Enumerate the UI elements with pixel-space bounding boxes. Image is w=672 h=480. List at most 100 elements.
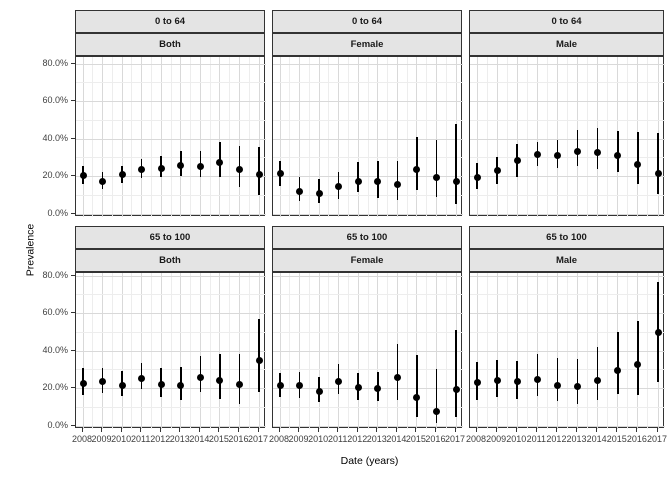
gridline-y-major — [470, 388, 665, 389]
facet-strip-sex: Female — [272, 249, 462, 272]
x-tick-label: 2014 — [586, 434, 607, 444]
gridline-y-minor — [76, 82, 266, 84]
gridline-x-minor — [308, 57, 310, 217]
x-tick-label: 2014 — [386, 434, 407, 444]
gridline-y-major — [273, 350, 463, 352]
x-axis-title: Date (years) — [340, 455, 399, 467]
gridline-x-minor — [367, 57, 369, 217]
x-tick-mark — [179, 428, 181, 432]
facet-strip-sex: Female — [272, 33, 462, 56]
x-tick-label: 2012 — [546, 434, 567, 444]
x-tick-mark — [616, 428, 618, 432]
gridline-x-minor — [111, 57, 113, 217]
facet-panel — [469, 272, 665, 429]
gridline-y-major — [470, 63, 665, 65]
data-point — [216, 158, 224, 166]
gridline-y-major — [76, 425, 266, 427]
y-tick-mark — [71, 62, 75, 64]
data-point — [138, 165, 146, 173]
gridline-x-minor — [647, 57, 649, 217]
data-point — [354, 177, 362, 185]
gridline-y-minor — [273, 82, 463, 84]
gridline-y-minor — [273, 194, 463, 196]
data-point — [335, 183, 343, 191]
gridline-y-minor — [470, 369, 665, 371]
x-tick-label: 2008 — [268, 434, 290, 444]
facet-strip-age: 0 to 64 — [469, 10, 664, 33]
x-tick-mark — [434, 428, 436, 432]
gridline-y-minor — [470, 294, 665, 296]
data-point — [196, 162, 204, 170]
gridline-x-major — [180, 57, 182, 217]
x-tick-mark — [376, 428, 378, 432]
gridline-y-major — [470, 101, 665, 102]
gridline-x-major — [476, 57, 478, 217]
x-tick-mark — [454, 428, 456, 432]
facet-panel — [469, 56, 665, 217]
gridline-y-minor — [470, 119, 665, 121]
gridline-x-major — [279, 57, 281, 217]
y-tick-mark — [71, 137, 75, 139]
gridline-y-major — [470, 213, 665, 215]
y-tick-mark — [71, 424, 75, 426]
gridline-x-major — [299, 57, 301, 217]
data-point — [177, 382, 185, 390]
gridline-x-major — [435, 57, 437, 217]
x-tick-mark — [555, 428, 557, 432]
confidence-interval-bar — [435, 139, 438, 198]
gridline-x-minor — [209, 57, 211, 217]
confidence-interval-bar — [416, 137, 418, 190]
data-point — [634, 360, 642, 368]
gridline-x-major — [496, 57, 498, 217]
gridline-y-major — [76, 388, 266, 389]
data-point — [614, 152, 622, 160]
gridline-y-major — [273, 101, 463, 102]
data-point — [216, 376, 224, 384]
x-tick-mark — [475, 428, 477, 432]
data-point — [393, 373, 401, 381]
confidence-interval-bar — [596, 347, 599, 400]
confidence-interval-bar — [455, 330, 457, 417]
confidence-interval-bar — [357, 162, 359, 193]
x-tick-label: 2010 — [111, 434, 132, 444]
x-tick-label: 2009 — [288, 434, 309, 444]
data-point — [452, 385, 460, 393]
gridline-x-major — [416, 57, 418, 217]
data-point — [118, 171, 126, 179]
gridline-y-minor — [273, 294, 463, 296]
confidence-interval-bar — [258, 319, 260, 393]
gridline-y-major — [76, 138, 266, 140]
x-tick-mark — [101, 428, 103, 432]
confidence-interval-bar — [657, 133, 659, 195]
confidence-interval-bar — [596, 127, 599, 169]
x-tick-mark — [337, 428, 339, 432]
y-tick-mark — [71, 349, 75, 351]
x-tick-mark — [278, 428, 280, 432]
gridline-x-minor — [627, 57, 629, 217]
data-point — [493, 376, 501, 384]
x-tick-mark — [636, 428, 638, 432]
gridline-x-minor — [347, 57, 349, 217]
confidence-interval-bar — [637, 321, 639, 396]
x-tick-mark — [395, 428, 397, 432]
x-tick-label: 2010 — [506, 434, 527, 444]
data-point — [177, 161, 185, 169]
x-tick-mark — [298, 428, 300, 432]
gridline-y-major — [273, 313, 463, 314]
data-point — [138, 374, 146, 382]
gridline-y-minor — [76, 157, 266, 159]
data-point — [235, 166, 243, 174]
y-tick-mark — [71, 175, 75, 176]
x-tick-mark — [159, 428, 161, 432]
x-tick-mark — [218, 428, 220, 432]
gridline-y-major — [273, 275, 463, 277]
gridline-y-minor — [273, 369, 463, 371]
x-tick-mark — [415, 428, 417, 432]
gridline-x-minor — [506, 57, 508, 217]
x-tick-label: 2009 — [486, 434, 507, 444]
data-point — [452, 177, 460, 185]
confidence-interval-bar — [536, 353, 539, 396]
x-tick-mark — [140, 428, 142, 432]
data-point — [393, 180, 401, 188]
